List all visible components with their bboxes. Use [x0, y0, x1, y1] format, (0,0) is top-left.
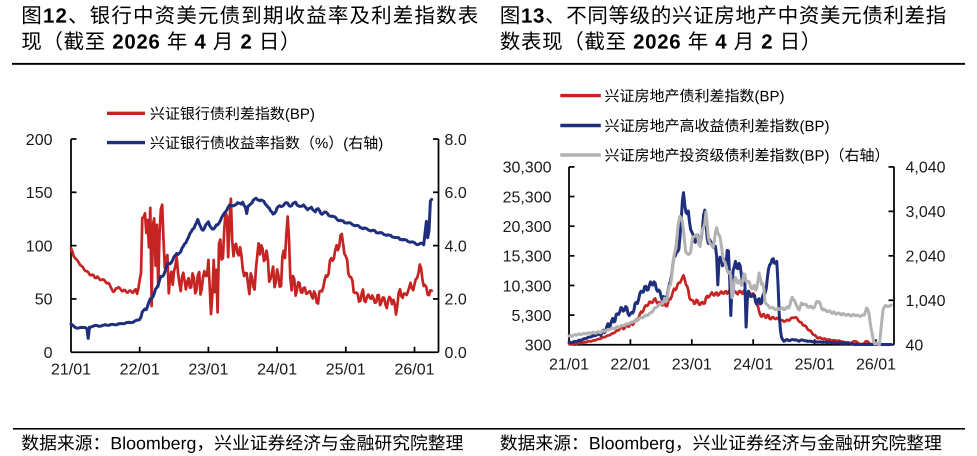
svg-text:6.0: 6.0: [445, 185, 467, 202]
svg-text:21/01: 21/01: [51, 362, 91, 379]
svg-text:40: 40: [906, 338, 924, 355]
svg-text:200: 200: [26, 132, 53, 149]
svg-text:26/01: 26/01: [394, 362, 434, 379]
svg-text:1,040: 1,040: [906, 293, 946, 310]
svg-text:4,040: 4,040: [906, 160, 946, 177]
svg-text:21/01: 21/01: [549, 357, 589, 374]
svg-text:2.0: 2.0: [445, 292, 467, 309]
svg-text:100: 100: [26, 238, 53, 255]
svg-text:23/01: 23/01: [188, 362, 228, 379]
svg-text:15,300: 15,300: [503, 249, 552, 266]
svg-text:5,300: 5,300: [511, 308, 551, 325]
svg-text:25,300: 25,300: [503, 189, 552, 206]
svg-text:150: 150: [26, 185, 53, 202]
svg-text:23/01: 23/01: [672, 357, 712, 374]
svg-text:22/01: 22/01: [610, 357, 650, 374]
svg-text:0: 0: [44, 345, 53, 362]
svg-text:24/01: 24/01: [257, 362, 297, 379]
svg-text:25/01: 25/01: [326, 362, 366, 379]
svg-text:22/01: 22/01: [120, 362, 160, 379]
svg-text:10,300: 10,300: [503, 278, 552, 295]
svg-text:4.0: 4.0: [445, 238, 467, 255]
svg-text:8.0: 8.0: [445, 132, 467, 149]
svg-text:3,040: 3,040: [906, 204, 946, 221]
svg-text:50: 50: [35, 292, 53, 309]
svg-text:30,300: 30,300: [503, 160, 552, 177]
svg-text:20,300: 20,300: [503, 219, 552, 236]
svg-text:300: 300: [525, 338, 552, 355]
svg-text:2,040: 2,040: [906, 249, 946, 266]
svg-text:0.0: 0.0: [445, 345, 467, 362]
svg-text:24/01: 24/01: [733, 357, 773, 374]
svg-text:25/01: 25/01: [795, 357, 835, 374]
svg-text:26/01: 26/01: [856, 357, 896, 374]
